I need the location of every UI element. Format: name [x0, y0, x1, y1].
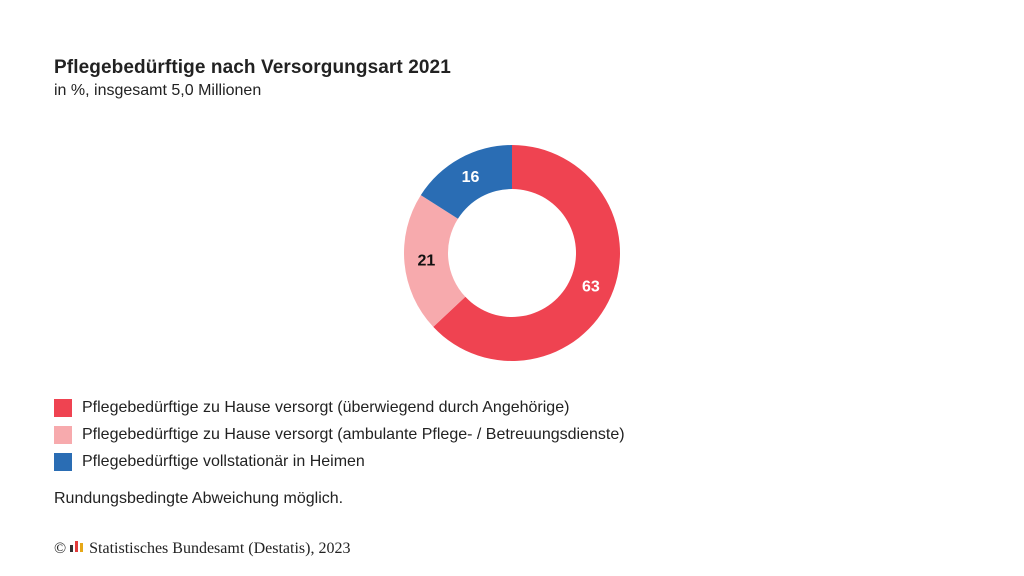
legend-item: Pflegebedürftige zu Hause versorgt (ambu…	[54, 421, 625, 448]
chart-subtitle: in %, insgesamt 5,0 Millionen	[54, 82, 262, 99]
legend-item: Pflegebedürftige zu Hause versorgt (über…	[54, 394, 625, 421]
source-text: Statistisches Bundesamt (Destatis), 2023	[89, 539, 351, 557]
legend-label: Pflegebedürftige vollstationär in Heimen	[82, 452, 365, 470]
donut-slice	[420, 145, 512, 219]
legend-item: Pflegebedürftige vollstationär in Heimen	[54, 448, 625, 475]
donut-slice	[433, 145, 620, 361]
legend: Pflegebedürftige zu Hause versorgt (über…	[54, 394, 625, 475]
donut-slice	[404, 195, 466, 327]
chart-title: Pflegebedürftige nach Versorgungsart 202…	[54, 57, 451, 78]
legend-swatch	[54, 398, 72, 417]
slice-value-label: 16	[462, 169, 480, 186]
rounding-note: Rundungsbedingte Abweichung möglich.	[54, 490, 344, 507]
legend-swatch	[54, 452, 72, 471]
destatis-logo-icon	[70, 539, 84, 558]
legend-swatch	[54, 425, 72, 444]
slice-value-label: 63	[582, 279, 600, 296]
legend-label: Pflegebedürftige zu Hause versorgt (ambu…	[82, 425, 625, 443]
source-footer: © Statistisches Bundesamt (Destatis), 20…	[54, 539, 350, 558]
slice-value-label: 21	[417, 253, 435, 270]
legend-label: Pflegebedürftige zu Hause versorgt (über…	[82, 398, 570, 416]
copyright-symbol: ©	[54, 539, 67, 557]
